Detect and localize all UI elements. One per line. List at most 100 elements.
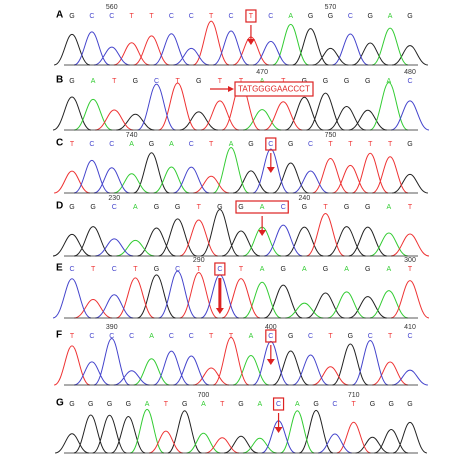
position-number: 410 (404, 324, 416, 331)
base-call: C (189, 141, 194, 148)
base-call: G (69, 401, 74, 408)
position-number: 230 (108, 195, 120, 202)
base-call: A (344, 266, 349, 273)
peak-trace (137, 274, 387, 319)
peak-trace (261, 420, 352, 454)
base-call: A (229, 141, 234, 148)
peak-trace (242, 281, 409, 319)
panel-label: D (56, 201, 63, 212)
peak-trace (133, 152, 428, 194)
base-call: G (69, 13, 74, 20)
peak-trace (133, 354, 269, 386)
base-call: G (126, 401, 131, 408)
peak-trace (73, 81, 409, 131)
base-call: G (368, 13, 373, 20)
base-call: G (365, 266, 370, 273)
base-call: C (109, 141, 114, 148)
base-call: T (408, 266, 413, 273)
base-call: T (323, 204, 328, 211)
mutation-box (214, 262, 226, 276)
peak-trace (148, 421, 371, 454)
base-call: C (89, 13, 94, 20)
base-call: C (268, 333, 273, 340)
peak-trace (73, 148, 329, 194)
arrow-head (274, 427, 283, 433)
base-call: G (302, 204, 307, 211)
base-call: T (209, 333, 214, 340)
peak-trace (95, 224, 303, 257)
base-call: G (323, 78, 328, 85)
base-call: T (112, 78, 117, 85)
base-call: A (169, 141, 174, 148)
position-number: 470 (256, 69, 268, 76)
peak-trace (52, 209, 387, 257)
position-number: 750 (325, 132, 337, 139)
base-call: G (344, 204, 349, 211)
base-call: C (348, 13, 353, 20)
base-call: C (407, 78, 412, 85)
base-call: T (220, 401, 225, 408)
base-call: G (107, 401, 112, 408)
arrow-head (266, 167, 275, 173)
base-call: G (248, 141, 253, 148)
base-call: T (388, 141, 393, 148)
base-call: A (257, 401, 262, 408)
base-call: T (239, 266, 244, 273)
base-call: G (407, 13, 412, 20)
peak-trace (113, 147, 250, 194)
peak-trace (53, 152, 409, 194)
base-call: T (408, 204, 413, 211)
base-call: C (332, 401, 337, 408)
base-call: C (129, 333, 134, 340)
base-call: T (352, 401, 357, 408)
base-call: G (308, 13, 313, 20)
panel-label: E (56, 263, 63, 274)
peak-trace (74, 271, 430, 319)
base-call: T (130, 13, 135, 20)
base-call: A (129, 141, 134, 148)
position-number: 740 (126, 132, 138, 139)
peak-trace (137, 83, 430, 131)
base-call: T (164, 401, 169, 408)
position-number: 700 (198, 392, 210, 399)
peak-trace (95, 82, 303, 131)
position-number: 300 (404, 257, 416, 264)
peak-trace (272, 23, 409, 66)
base-call: T (197, 266, 202, 273)
peak-trace (179, 212, 430, 257)
base-call: C (308, 141, 313, 148)
base-call: C (268, 141, 273, 148)
base-call: G (69, 204, 74, 211)
base-call: A (133, 204, 138, 211)
base-call: T (281, 78, 286, 85)
base-call: C (175, 266, 180, 273)
base-call: G (217, 204, 222, 211)
panel-label: B (56, 75, 63, 86)
base-call: G (365, 204, 370, 211)
base-call: C (268, 13, 273, 20)
base-call: A (387, 266, 392, 273)
base-call: G (388, 401, 393, 408)
base-call: C (112, 204, 117, 211)
base-call: A (145, 401, 150, 408)
base-call: C (229, 13, 234, 20)
base-call: A (201, 401, 206, 408)
arrow-head (266, 359, 275, 365)
base-call: T (249, 13, 254, 20)
base-call: A (260, 266, 265, 273)
base-call: T (197, 204, 202, 211)
base-call: T (328, 141, 333, 148)
mutation-box (245, 9, 257, 23)
mutation-box (265, 329, 277, 343)
base-call: G (88, 401, 93, 408)
base-call: A (149, 333, 154, 340)
base-call: G (175, 204, 180, 211)
insertion-sequence: TATGGGGAACCCT (238, 85, 310, 94)
mutation-box (235, 200, 289, 214)
base-call: G (348, 333, 353, 340)
position-number: 400 (265, 324, 277, 331)
base-call: C (276, 401, 281, 408)
base-call: G (407, 401, 412, 408)
base-call: G (407, 141, 412, 148)
